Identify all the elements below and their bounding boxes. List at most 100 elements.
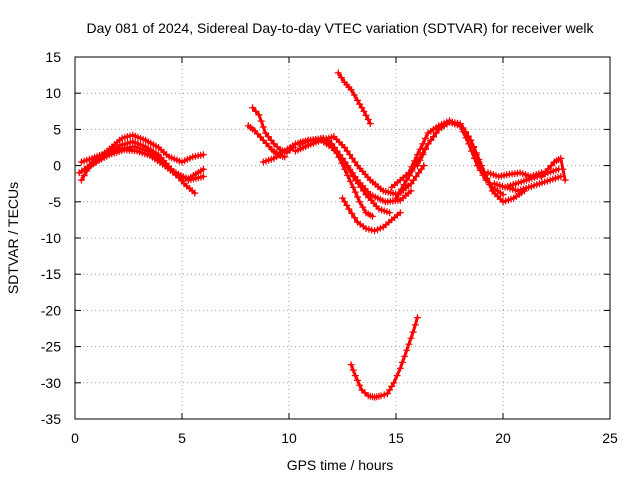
data-point	[334, 69, 342, 77]
data-point	[338, 159, 346, 167]
data-point	[544, 165, 552, 173]
data-point	[351, 214, 359, 222]
data-point	[380, 391, 388, 399]
data-point	[356, 198, 364, 206]
data-point	[369, 212, 376, 220]
data-point	[396, 364, 404, 372]
data-point	[470, 143, 478, 151]
data-point	[358, 104, 366, 112]
data-point	[377, 392, 385, 400]
x-tick-label: 25	[602, 430, 618, 446]
series-arc-9	[291, 133, 428, 199]
data-point	[347, 86, 355, 94]
data-point	[360, 187, 367, 195]
data-point	[351, 188, 359, 196]
y-tick-label: -20	[41, 302, 61, 318]
y-tick-label: -10	[41, 230, 61, 246]
data-point	[411, 321, 419, 329]
data-point	[410, 176, 417, 184]
data-point	[478, 162, 486, 170]
data-point	[456, 122, 464, 130]
data-point	[191, 189, 199, 197]
y-tick-label: 5	[53, 121, 61, 137]
data-point	[459, 125, 467, 133]
data-point	[350, 91, 358, 99]
data-point	[199, 151, 207, 159]
data-point	[360, 107, 368, 115]
data-point	[432, 129, 440, 137]
data-point	[424, 140, 432, 148]
data-point	[356, 381, 364, 389]
data-point	[341, 165, 349, 173]
data-point	[349, 366, 357, 374]
data-point	[354, 180, 362, 188]
data-point	[356, 100, 364, 108]
data-point	[343, 201, 351, 209]
data-point	[486, 181, 494, 189]
data-point	[499, 191, 507, 199]
data-point	[403, 346, 411, 354]
x-tick-label: 20	[495, 430, 511, 446]
data-point	[257, 117, 265, 125]
data-point	[354, 96, 361, 104]
data-point	[408, 167, 416, 175]
x-tick-label: 5	[178, 430, 186, 446]
data-point	[255, 111, 263, 119]
data-point	[405, 172, 413, 180]
data-point	[413, 162, 421, 170]
data-point	[407, 180, 415, 188]
data-point	[383, 390, 391, 398]
data-point	[352, 176, 360, 184]
data-point	[421, 145, 429, 153]
data-point	[354, 376, 361, 384]
data-point	[475, 155, 483, 163]
x-tick-label: 10	[281, 430, 297, 446]
data-point	[347, 361, 355, 369]
data-point	[326, 140, 334, 148]
y-tick-label: -30	[41, 375, 61, 391]
data-point	[561, 176, 569, 184]
series-arc-10	[324, 136, 376, 220]
data-point	[421, 134, 429, 142]
data-point	[362, 111, 370, 119]
data-point	[462, 129, 470, 137]
data-point	[364, 116, 372, 123]
data-point	[351, 158, 359, 166]
data-point	[427, 136, 435, 144]
data-point	[386, 209, 394, 217]
data-point	[267, 136, 275, 144]
data-point	[343, 147, 351, 155]
data-point	[349, 183, 357, 191]
data-point	[467, 136, 475, 144]
data-point	[483, 174, 491, 182]
data-point	[339, 194, 346, 202]
data-point	[341, 198, 349, 206]
data-point	[332, 147, 340, 155]
data-point	[345, 205, 353, 213]
data-point	[347, 168, 354, 176]
y-tick-label: 10	[45, 85, 61, 101]
data-point	[337, 74, 345, 82]
data-point	[407, 187, 415, 195]
data-point	[252, 107, 260, 115]
y-tick-label: -35	[41, 411, 61, 427]
data-point	[366, 120, 374, 128]
series-arc-13	[347, 314, 421, 401]
data-point	[349, 173, 357, 180]
data-point	[547, 162, 555, 170]
data-point	[329, 144, 337, 151]
data-point	[415, 169, 423, 177]
data-point	[395, 190, 403, 198]
chart-title: Day 081 of 2024, Sidereal Day-to-day VTE…	[86, 20, 594, 36]
y-tick-label: -25	[41, 339, 61, 355]
data-point	[357, 183, 365, 191]
data-point	[557, 154, 565, 162]
data-point	[354, 193, 361, 201]
data-point	[199, 173, 207, 180]
data-point	[412, 173, 420, 180]
data-series	[75, 69, 569, 401]
data-point	[419, 151, 427, 159]
data-point	[262, 129, 269, 137]
data-point	[341, 144, 349, 151]
